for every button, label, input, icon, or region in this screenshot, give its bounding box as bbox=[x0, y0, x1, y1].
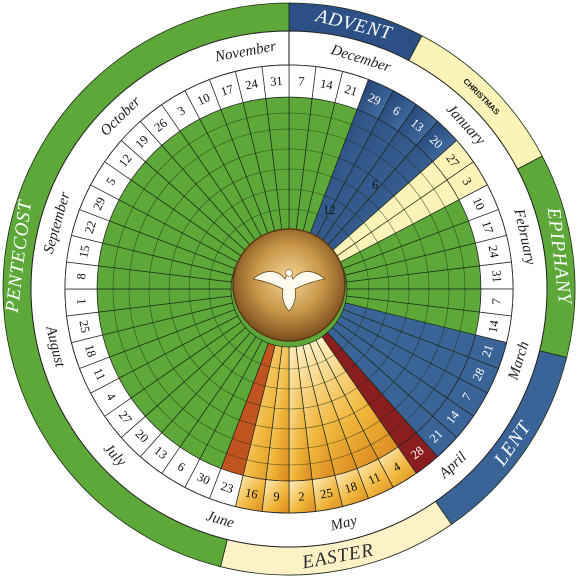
dove-icon bbox=[252, 269, 326, 312]
sunday-date: 21 bbox=[343, 82, 359, 99]
sunday-date: 24 bbox=[244, 76, 260, 92]
sunday-date: 11 bbox=[366, 470, 383, 488]
sunday-date: 28 bbox=[470, 366, 488, 383]
sunday-date: 15 bbox=[76, 244, 92, 259]
center-emblem bbox=[232, 228, 346, 342]
grid-circle bbox=[112, 112, 466, 466]
date-cell bbox=[261, 64, 290, 99]
sunday-date: 31 bbox=[489, 270, 504, 283]
sunday-date: 1 bbox=[74, 298, 88, 305]
sunday-date: 10 bbox=[195, 90, 212, 108]
sunday-date: 17 bbox=[479, 219, 496, 235]
grid-circles bbox=[112, 112, 466, 466]
sunday-date: 31 bbox=[270, 74, 283, 89]
sunday-date: 14 bbox=[319, 76, 335, 92]
sunday-date: 2 bbox=[298, 489, 305, 503]
grid-circle bbox=[128, 128, 450, 450]
sunday-date: 17 bbox=[219, 82, 235, 99]
sunday-date: 14 bbox=[486, 318, 502, 334]
month-label-may: May bbox=[328, 513, 359, 535]
sunday-date: 21 bbox=[479, 343, 496, 359]
sunday-date: 9 bbox=[273, 489, 280, 503]
grid-circle bbox=[208, 208, 370, 370]
sunday-date: 8 bbox=[74, 273, 88, 280]
sunday-date: 22 bbox=[82, 219, 99, 235]
sunday-date: 16 bbox=[244, 486, 259, 502]
inner-label-six: 6 bbox=[372, 178, 378, 192]
sunday-date: 11 bbox=[90, 366, 108, 383]
grid-circle bbox=[148, 148, 430, 430]
inner-date-6: 6 bbox=[372, 178, 378, 192]
sunday-date: 24 bbox=[486, 244, 502, 260]
sunday-date: 23 bbox=[219, 479, 235, 496]
month-label-june: June bbox=[204, 508, 236, 532]
grid-circle bbox=[188, 188, 390, 390]
sunday-date: 29 bbox=[366, 90, 383, 108]
sunday-date: 30 bbox=[195, 470, 212, 488]
sunday-date: 18 bbox=[82, 343, 99, 359]
sunday-date: 25 bbox=[76, 319, 92, 334]
sunday-wedges bbox=[64, 64, 514, 514]
sunday-date: 7 bbox=[489, 298, 503, 305]
sunday-date: 7 bbox=[298, 74, 305, 88]
date-labels: 7 14 21 29613202731017243171421287142128411… bbox=[74, 74, 504, 504]
sunday-date: 29 bbox=[90, 195, 108, 212]
inner-label-twelve: 12 bbox=[323, 203, 336, 217]
sunday-date: 25 bbox=[319, 486, 334, 502]
sunday-date: 18 bbox=[343, 479, 359, 496]
sunday-date: 10 bbox=[470, 195, 488, 212]
grid-circle bbox=[168, 168, 410, 410]
inner-date-12: 12 bbox=[323, 203, 336, 217]
